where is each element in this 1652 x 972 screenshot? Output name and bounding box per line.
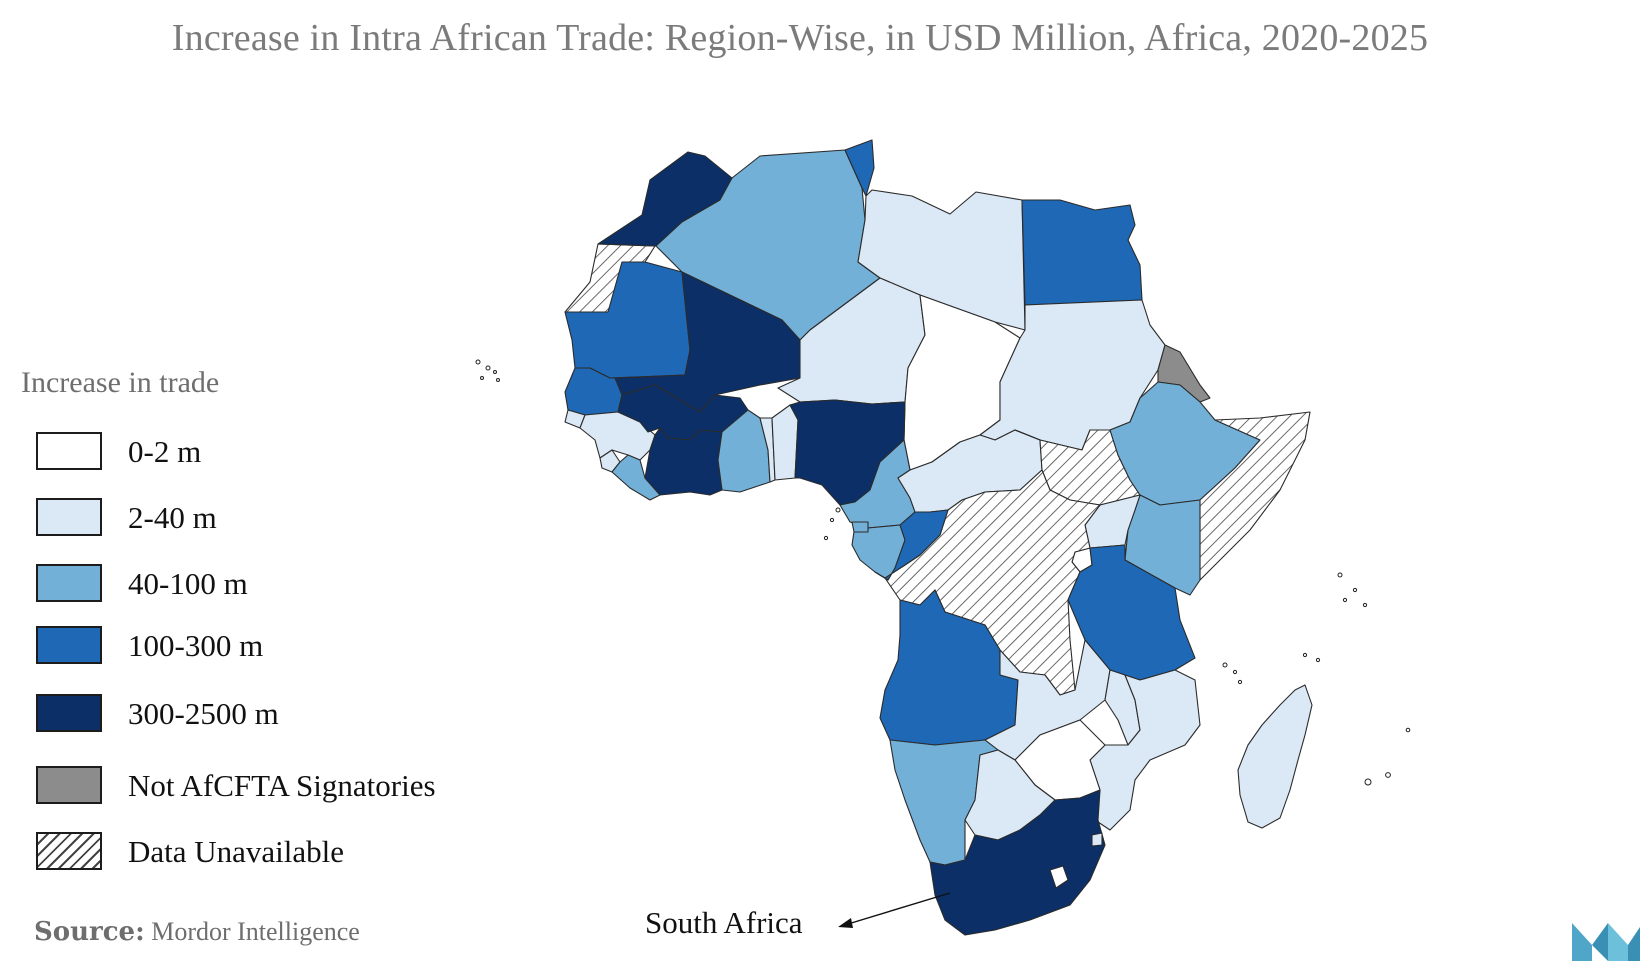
region-equatorial-guinea <box>851 521 869 533</box>
region-eswatini <box>1091 832 1103 847</box>
region-benin <box>771 404 799 481</box>
region-congo <box>874 509 949 581</box>
legend-label: Data Unavailable <box>128 834 345 869</box>
legend-title: Increase in trade <box>21 366 220 399</box>
annotation-arrow <box>838 892 951 928</box>
legend-swatch <box>36 564 102 602</box>
legend-label: 300-2500 m <box>128 696 279 731</box>
annotation-label: South Africa <box>645 905 803 940</box>
legend-swatch <box>36 766 102 804</box>
legend-item-2-40m: 2-40 m <box>36 498 506 538</box>
region-mauritania <box>564 261 691 379</box>
legend-label: 100-300 m <box>128 628 264 663</box>
legend-swatch <box>36 432 102 470</box>
region-tunisia <box>844 139 875 197</box>
source-name: Mordor Intelligence <box>151 917 360 946</box>
region-lesotho <box>1049 865 1069 889</box>
region-namibia <box>889 739 999 866</box>
legend-item-40-100m: 40-100 m <box>36 564 506 604</box>
legend-item-0-2m: 0-2 m <box>36 432 506 472</box>
legend-item-not-signatories: Not AfCFTA Signatories <box>36 766 506 806</box>
region-dr-congo <box>884 469 1101 696</box>
legend-item-100-300m: 100-300 m <box>36 626 506 666</box>
region-mozambique <box>1089 669 1201 831</box>
island-mauritius <box>1364 778 1372 786</box>
source-prefix: Source: <box>34 917 145 947</box>
region-somalia <box>1199 411 1311 581</box>
island-comoros <box>1222 662 1228 668</box>
legend-label: 2-40 m <box>128 500 217 535</box>
legend-label: 40-100 m <box>128 566 248 601</box>
legend-swatch <box>36 498 102 536</box>
legend-label: 0-2 m <box>128 434 202 469</box>
mordor-intelligence-logo-icon <box>1572 923 1640 961</box>
island-seychelles <box>1337 572 1343 578</box>
legend-item-data-unavailable: Data Unavailable <box>36 832 506 872</box>
region-egypt <box>1021 199 1143 306</box>
island-sao-tome <box>835 507 841 513</box>
chart-title: Increase in Intra African Trade: Region-… <box>171 17 1429 59</box>
region-togo <box>759 417 776 483</box>
region-south-africa <box>929 789 1106 936</box>
island-cabo-verde <box>475 359 481 365</box>
legend-swatch <box>36 626 102 664</box>
legend-item-300-2500m: 300-2500 m <box>36 694 506 734</box>
legend-swatch <box>36 694 102 732</box>
legend-swatch <box>36 832 102 870</box>
region-madagascar <box>1237 684 1313 829</box>
legend-label: Not AfCFTA Signatories <box>128 768 436 803</box>
source-note: Source: Mordor Intelligence <box>34 917 360 947</box>
